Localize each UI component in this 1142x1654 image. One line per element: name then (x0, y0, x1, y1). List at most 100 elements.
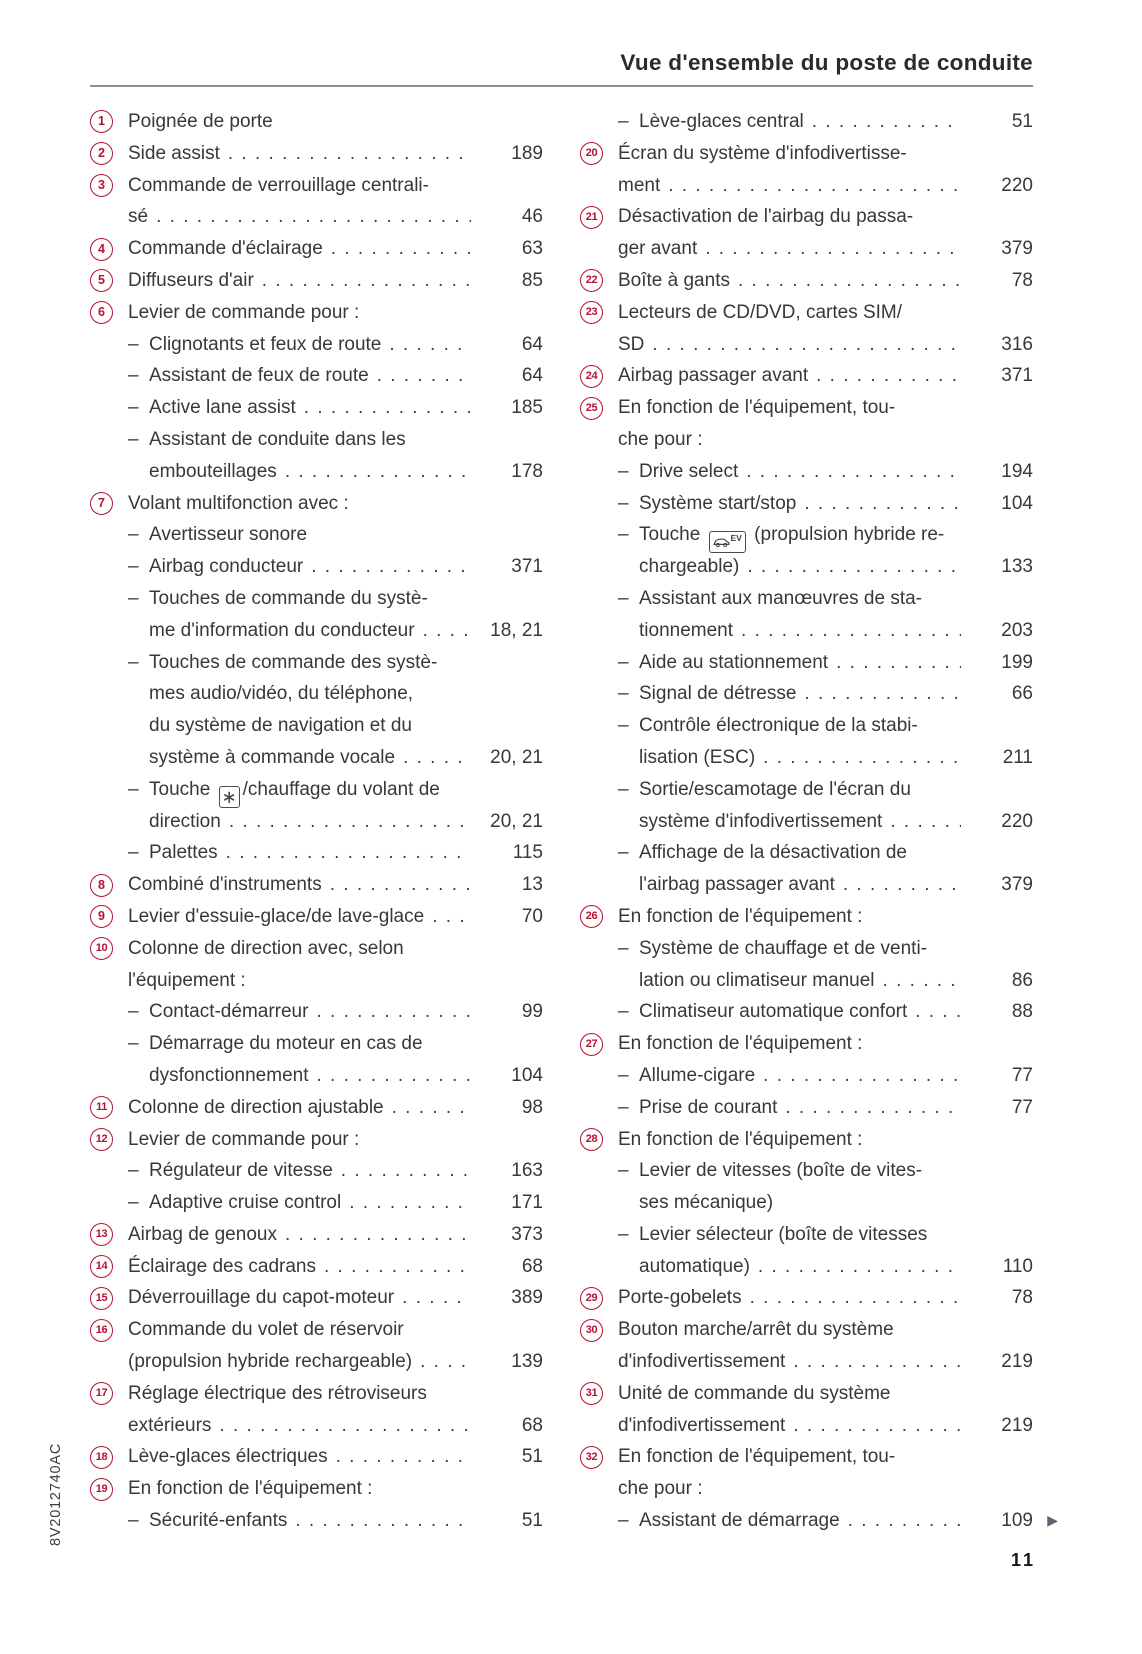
index-entry-line: ses mécanique) (580, 1187, 1033, 1219)
index-entry-line: – Sortie/escamotage de l'écran du (580, 774, 1033, 806)
dot-leader: . . . . . . . . . . . . . . . . . . . . … (811, 111, 961, 132)
entry-body: – Touches de commande du systè- (128, 583, 543, 615)
entry-body: me d'information du conducteur . . . . . … (128, 615, 543, 647)
marker-cell (580, 233, 618, 265)
index-entry-line: – Prise de courant . . . . . . . . . . . .… (580, 1092, 1033, 1124)
marker-cell: 18 (90, 1441, 128, 1473)
entry-label: Commande du volet de réservoir (128, 1319, 404, 1341)
entry-body: – Assistant de conduite dans les (128, 424, 543, 456)
entry-label: Sortie/escamotage de l'écran du (639, 778, 911, 800)
page-number-ref: 63 (521, 238, 543, 260)
page-number-ref: 13 (521, 874, 543, 896)
marker-cell (580, 488, 618, 520)
page-number-ref: 316 (1001, 333, 1033, 355)
dash-bullet: – (128, 428, 139, 450)
entry-body: Levier de commande pour : (128, 1124, 543, 1156)
marker-cell (90, 1060, 128, 1092)
index-entry-line: 4 Commande d'éclairage . . . . . . . . . .… (90, 233, 543, 265)
marker-cell (580, 1155, 618, 1187)
marker-cell (580, 1251, 618, 1283)
entry-body: – Touche EV (propulsion hybride re- (618, 519, 1033, 554)
index-entry-line: 18 Lève-glaces électriques . . . . . . . .… (90, 1441, 543, 1473)
dash-bullet: – (618, 1096, 629, 1118)
marker-cell: 24 (580, 360, 618, 392)
index-entry-line: 21 Désactivation de l'airbag du passa- (580, 201, 1033, 233)
dash-bullet: – (618, 1510, 629, 1532)
marker-cell (580, 869, 618, 901)
index-entry-line: extérieurs . . . . . . . . . . . . . . . … (90, 1410, 543, 1442)
entry-label: Adaptive cruise control (149, 1192, 342, 1214)
dot-leader: . . . . . . . . . . . . . . . . . . . . … (836, 651, 961, 673)
item-number-badge: 32 (580, 1445, 603, 1469)
dot-leader: . . . . . . . . . . . . . . . . . . . . … (420, 1351, 471, 1373)
page-number-ref: 70 (521, 905, 543, 927)
dot-leader: . . . . . . . . . . . . . . . . . . . . … (316, 1001, 471, 1023)
marker-cell: 19 (90, 1473, 128, 1505)
page-number-ref: 68 (521, 1414, 543, 1436)
entry-body: che pour : (618, 1473, 1033, 1505)
entry-label: Désactivation de l'airbag du passa- (618, 206, 914, 228)
index-entry-line: tionnement . . . . . . . . . . . . . . . … (580, 615, 1033, 647)
index-entry-line: 26 En fonction de l'équipement : (580, 901, 1033, 933)
index-entry-line: – Système de chauffage et de venti- (580, 933, 1033, 965)
entry-body: Levier de commande pour : (128, 297, 543, 329)
dot-leader: . . . . . . . . . . . . . . . . . . . . … (311, 556, 471, 578)
entry-label: Bouton marche/arrêt du système (618, 1319, 894, 1341)
index-entry-line: l'airbag passager avant . . . . . . . . .… (580, 869, 1033, 901)
page-number-ref: 163 (511, 1160, 543, 1182)
dash-bullet: – (128, 651, 139, 673)
marker-cell (580, 1505, 618, 1537)
entry-label: Airbag conducteur (149, 556, 304, 578)
entry-label: Assistant de conduite dans les (149, 428, 406, 450)
dot-leader: . . . . . . . . . . . . . . . . . . . . … (324, 1255, 471, 1277)
entry-label: lisation (ESC) (639, 746, 756, 768)
index-entry-line: 32 En fonction de l'équipement, tou- (580, 1441, 1033, 1473)
entry-label: chargeable) (639, 556, 740, 578)
entry-label: Touches de commande des systè- (149, 651, 438, 673)
dot-leader: . . . . . . . . . . . . . . . . . . . . … (804, 492, 961, 514)
dash-bullet: – (128, 524, 139, 546)
entry-body: système d'infodivertissement . . . . . . … (618, 806, 1033, 838)
entry-body: – Sécurité-enfants . . . . . . . . . . . .… (128, 1505, 543, 1537)
dot-leader: . . . . . . . . . . . . . . . . . . . . … (261, 269, 471, 291)
entry-body: (propulsion hybride rechargeable) . . . .… (128, 1346, 543, 1378)
item-number-badge: 12 (90, 1127, 113, 1151)
entry-label: Assistant aux manœuvres de sta- (639, 587, 922, 609)
page-number-ref: 110 (1002, 1255, 1033, 1277)
entry-label: Lecteurs de CD/DVD, cartes SIM/ (618, 301, 903, 323)
entry-body: – Drive select . . . . . . . . . . . . . .… (618, 456, 1033, 488)
dash-bullet: – (128, 1033, 139, 1055)
index-entry-line: système d'infodivertissement . . . . . . … (580, 806, 1033, 838)
page-number-ref: 86 (1011, 969, 1033, 991)
page-number-ref: 77 (1011, 1096, 1033, 1118)
dot-leader: . . . . . . . . . . . . . . . . . . . . … (847, 1510, 961, 1532)
entry-label: système d'infodivertissement (639, 810, 883, 832)
entry-label: Levier de commande pour : (128, 301, 360, 323)
dot-leader: . . . . . . . . . . . . . . . . . . . . … (804, 683, 961, 705)
dash-bullet: – (618, 1001, 629, 1023)
entry-label: (propulsion hybride rechargeable) (128, 1351, 413, 1373)
index-entry-line: ment . . . . . . . . . . . . . . . . . . … (580, 170, 1033, 202)
item-number-badge: 1 (90, 110, 113, 134)
marker-cell: 31 (580, 1378, 618, 1410)
index-entry-line: SD . . . . . . . . . . . . . . . . . . . … (580, 329, 1033, 361)
dash-bullet: – (618, 1160, 629, 1182)
entry-label: Réglage électrique des rétroviseurs (128, 1382, 427, 1404)
marker-cell (580, 647, 618, 679)
entry-label: Side assist (128, 142, 220, 164)
entry-label: Volant multifonction avec : (128, 492, 349, 514)
dash-bullet: – (618, 683, 629, 705)
entry-label: d'infodivertissement (618, 1414, 786, 1436)
entry-label: Avertisseur sonore (149, 524, 308, 546)
marker-cell (580, 106, 618, 138)
marker-cell (580, 456, 618, 488)
index-entry-line: – Assistant de feux de route . . . . . . .… (90, 360, 543, 392)
page-number-ref: 115 (512, 842, 543, 864)
marker-cell (580, 170, 618, 202)
marker-cell: 25 (580, 392, 618, 424)
index-entry-line: (propulsion hybride rechargeable) . . . .… (90, 1346, 543, 1378)
index-entry-line: – Assistant de démarrage . . . . . . . . .… (580, 1505, 1058, 1537)
dot-leader: . . . . . . . . . . . . . . . . . . . . … (402, 1287, 471, 1309)
dash-bullet: – (618, 937, 629, 959)
